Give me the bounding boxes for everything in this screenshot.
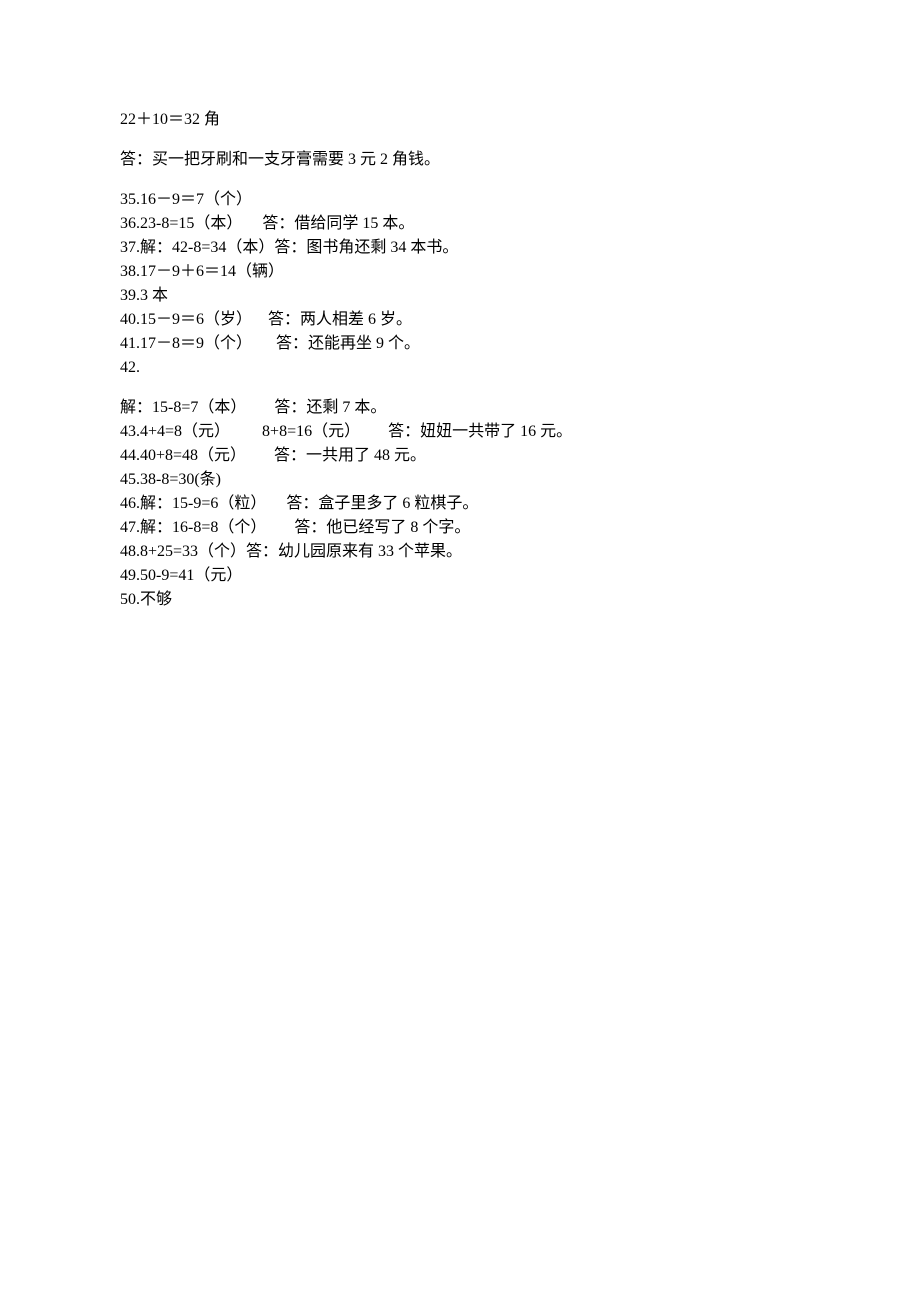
item-47: 47.解：16-8=8（个） 答：他已经写了 8 个字。	[120, 516, 800, 540]
item-37: 37.解：42-8=34（本）答：图书角还剩 34 本书。	[120, 236, 800, 260]
item-36: 36.23-8=15（本） 答：借给同学 15 本。	[120, 212, 800, 236]
item-41: 41.17－8＝9（个） 答：还能再坐 9 个。	[120, 332, 800, 356]
item-39: 39.3 本	[120, 284, 800, 308]
item-38: 38.17－9＋6＝14（辆）	[120, 260, 800, 284]
item-50: 50.不够	[120, 588, 800, 612]
item-48: 48.8+25=33（个）答：幼儿园原来有 33 个苹果。	[120, 540, 800, 564]
item-42: 42.	[120, 356, 800, 380]
item-42-solution: 解：15-8=7（本） 答：还剩 7 本。	[120, 396, 800, 420]
item-40: 40.15－9＝6（岁） 答：两人相差 6 岁。	[120, 308, 800, 332]
item-45: 45.38-8=30(条)	[120, 468, 800, 492]
item-35: 35.16－9＝7（个）	[120, 188, 800, 212]
item-44: 44.40+8=48（元） 答：一共用了 48 元。	[120, 444, 800, 468]
answer-line: 答：买一把牙刷和一支牙膏需要 3 元 2 角钱。	[120, 148, 800, 172]
item-49: 49.50-9=41（元）	[120, 564, 800, 588]
equation-line: 22＋10＝32 角	[120, 108, 800, 132]
item-46: 46.解：15-9=6（粒） 答：盒子里多了 6 粒棋子。	[120, 492, 800, 516]
item-43: 43.4+4=8（元） 8+8=16（元） 答：妞妞一共带了 16 元。	[120, 420, 800, 444]
